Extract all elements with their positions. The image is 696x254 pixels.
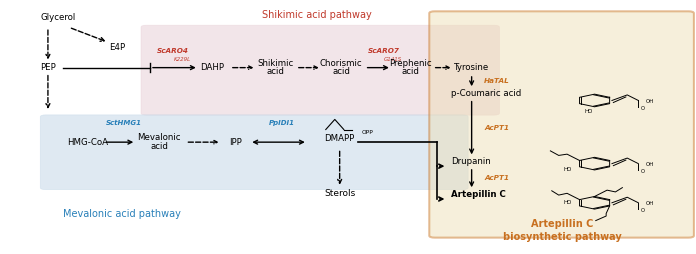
Text: ScARO4: ScARO4 [157, 48, 189, 54]
Text: O: O [641, 208, 645, 213]
Text: acid: acid [150, 142, 168, 151]
Text: SctHMG1: SctHMG1 [106, 120, 143, 126]
Text: DMAPP: DMAPP [324, 134, 355, 143]
Text: p-Coumaric acid: p-Coumaric acid [452, 89, 522, 98]
Text: HO: HO [563, 167, 571, 172]
Text: Chorismic: Chorismic [319, 59, 363, 68]
Text: DAHP: DAHP [200, 63, 225, 72]
Text: G141S: G141S [383, 57, 402, 62]
Text: biosynthetic pathway: biosynthetic pathway [503, 232, 622, 242]
Text: Mevalonic: Mevalonic [137, 133, 181, 142]
Text: HaTAL: HaTAL [484, 78, 509, 84]
Text: Sterols: Sterols [324, 189, 355, 198]
Text: AcPT1: AcPT1 [484, 124, 509, 131]
Text: Prephenic: Prephenic [389, 59, 432, 68]
Text: Shikimic: Shikimic [257, 59, 293, 68]
FancyBboxPatch shape [141, 25, 500, 115]
Text: acid: acid [266, 67, 284, 76]
Text: OH: OH [645, 201, 654, 206]
Text: Tyrosine: Tyrosine [454, 63, 489, 72]
Text: HO: HO [563, 200, 571, 205]
Text: OPP: OPP [362, 130, 374, 135]
Text: ScARO7: ScARO7 [368, 48, 400, 54]
FancyBboxPatch shape [40, 115, 468, 190]
Text: acid: acid [402, 67, 420, 76]
Text: OH: OH [645, 162, 654, 167]
Text: PEP: PEP [40, 63, 56, 72]
Text: O: O [641, 169, 645, 174]
Text: acid: acid [332, 67, 350, 76]
Text: Artepillin C: Artepillin C [531, 219, 593, 229]
Text: HMG-CoA: HMG-CoA [67, 138, 108, 147]
Text: Drupanin: Drupanin [452, 157, 491, 166]
Text: Mevalonic acid pathway: Mevalonic acid pathway [63, 209, 181, 219]
Text: PpIDI1: PpIDI1 [269, 120, 295, 126]
Text: O: O [641, 106, 645, 110]
Text: Glycerol: Glycerol [41, 13, 76, 22]
Text: Artepillin C: Artepillin C [452, 190, 506, 199]
Text: AcPT1: AcPT1 [484, 175, 509, 181]
FancyBboxPatch shape [429, 11, 694, 238]
Text: Shikimic acid pathway: Shikimic acid pathway [262, 10, 372, 20]
Text: HO: HO [585, 109, 593, 114]
Text: K229L: K229L [173, 57, 191, 62]
Text: E4P: E4P [109, 43, 125, 52]
Text: IPP: IPP [229, 138, 242, 147]
Text: OH: OH [645, 99, 654, 104]
